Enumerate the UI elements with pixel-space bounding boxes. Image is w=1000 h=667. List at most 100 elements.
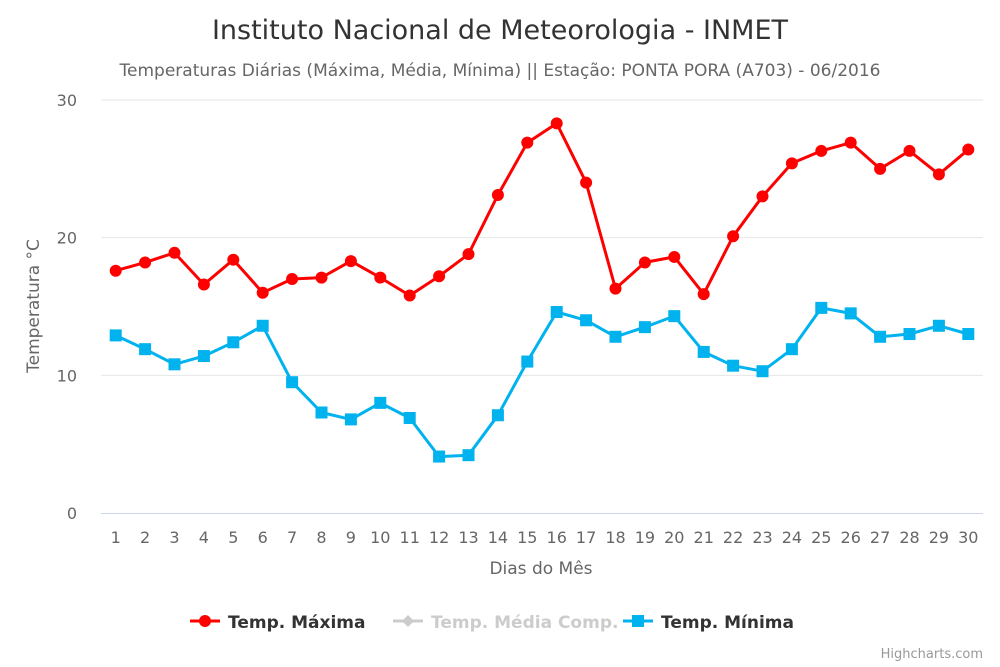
- x-tick-label: 1: [111, 528, 121, 547]
- data-point[interactable]: [874, 330, 887, 343]
- data-point[interactable]: [462, 449, 475, 462]
- data-point[interactable]: [962, 143, 975, 156]
- x-tick-label: 18: [605, 528, 625, 547]
- x-tick-label: 7: [287, 528, 297, 547]
- x-tick-label: 17: [576, 528, 596, 547]
- legend-label[interactable]: Temp. Máxima: [228, 613, 366, 633]
- x-tick-label: 24: [782, 528, 802, 547]
- data-point[interactable]: [168, 246, 181, 259]
- data-point[interactable]: [491, 409, 504, 422]
- data-point[interactable]: [638, 256, 651, 269]
- legend-label[interactable]: Temp. Mínima: [661, 613, 794, 633]
- x-tick-label: 19: [635, 528, 655, 547]
- series-line[interactable]: [114, 121, 970, 297]
- data-point[interactable]: [609, 330, 622, 343]
- data-point[interactable]: [580, 176, 593, 189]
- x-tick-label: 22: [723, 528, 743, 547]
- data-point[interactable]: [727, 359, 740, 372]
- data-point[interactable]: [580, 314, 593, 327]
- data-point[interactable]: [168, 358, 181, 371]
- data-point[interactable]: [109, 329, 122, 342]
- data-point[interactable]: [256, 319, 269, 332]
- data-point[interactable]: [433, 270, 446, 283]
- data-point[interactable]: [109, 264, 122, 277]
- data-point[interactable]: [697, 345, 710, 358]
- x-tick-label: 11: [400, 528, 420, 547]
- data-point[interactable]: [139, 256, 152, 269]
- data-point[interactable]: [932, 168, 945, 181]
- series-0[interactable]: [109, 117, 975, 302]
- data-point[interactable]: [521, 355, 534, 368]
- y-axis-ticks: 0 10 20 30: [57, 91, 77, 523]
- series-2[interactable]: [109, 301, 975, 463]
- x-tick-label: 26: [841, 528, 861, 547]
- x-tick-label: 5: [228, 528, 238, 547]
- data-point[interactable]: [344, 413, 357, 426]
- chart-subtitle: Temperaturas Diárias (Máxima, Média, Mín…: [119, 61, 881, 81]
- data-point[interactable]: [785, 157, 798, 170]
- data-point[interactable]: [609, 282, 622, 295]
- data-point[interactable]: [197, 350, 210, 363]
- data-point[interactable]: [197, 278, 210, 291]
- data-point[interactable]: [344, 255, 357, 268]
- data-point[interactable]: [256, 286, 269, 299]
- x-tick-label: 14: [488, 528, 508, 547]
- data-point[interactable]: [550, 117, 563, 130]
- x-tick-label: 6: [258, 528, 268, 547]
- data-point[interactable]: [433, 450, 446, 463]
- y-axis-title: Temperatura °C: [24, 239, 44, 374]
- x-tick-label: 8: [316, 528, 326, 547]
- data-point[interactable]: [756, 365, 769, 378]
- data-point[interactable]: [727, 230, 740, 243]
- data-point[interactable]: [315, 406, 328, 419]
- data-point[interactable]: [491, 188, 504, 201]
- legend-item[interactable]: Temp. Máxima: [190, 613, 366, 633]
- data-point[interactable]: [638, 321, 651, 334]
- data-point[interactable]: [844, 136, 857, 149]
- x-tick-label: 16: [547, 528, 567, 547]
- data-point[interactable]: [227, 336, 240, 349]
- data-point[interactable]: [521, 136, 534, 149]
- x-tick-label: 4: [199, 528, 209, 547]
- credits[interactable]: Highcharts.com: [881, 647, 983, 662]
- data-point[interactable]: [139, 343, 152, 356]
- data-point[interactable]: [844, 307, 857, 320]
- data-point[interactable]: [903, 328, 916, 341]
- data-point[interactable]: [903, 144, 916, 157]
- data-point[interactable]: [668, 310, 681, 323]
- legend-label[interactable]: Temp. Média Comp.: [431, 613, 618, 633]
- x-axis-title: Dias do Mês: [489, 559, 592, 579]
- legend-marker-diamond: [402, 615, 414, 627]
- legend-item[interactable]: Temp. Mínima: [623, 613, 794, 633]
- data-point[interactable]: [697, 288, 710, 301]
- data-point[interactable]: [815, 301, 828, 314]
- x-tick-label: 9: [346, 528, 356, 547]
- legend-item[interactable]: Temp. Média Comp.: [393, 613, 618, 633]
- x-tick-label: 30: [958, 528, 978, 547]
- data-point[interactable]: [815, 144, 828, 157]
- data-point[interactable]: [374, 396, 387, 409]
- legend-marker-circle: [199, 615, 211, 627]
- data-point[interactable]: [785, 343, 798, 356]
- data-point[interactable]: [374, 271, 387, 284]
- data-point[interactable]: [315, 271, 328, 284]
- x-tick-label: 12: [429, 528, 449, 547]
- legend: Temp. Máxima Temp. Média Comp. Temp. Mínim…: [190, 613, 794, 633]
- data-point[interactable]: [756, 190, 769, 203]
- data-point[interactable]: [668, 250, 681, 263]
- data-point[interactable]: [874, 162, 887, 175]
- data-point[interactable]: [286, 272, 299, 285]
- data-point[interactable]: [286, 376, 299, 389]
- data-point[interactable]: [550, 306, 563, 319]
- data-point[interactable]: [462, 248, 475, 261]
- data-point[interactable]: [962, 328, 975, 341]
- x-tick-label: 20: [664, 528, 684, 547]
- series-line[interactable]: [114, 306, 970, 459]
- x-axis-ticks: 1 2 3 4 5 6 7 8 9 10 11 12 13 14 15 16 17 18 19 20 21 22 23 24 2…: [111, 528, 979, 547]
- data-point[interactable]: [403, 412, 416, 425]
- data-point[interactable]: [932, 319, 945, 332]
- chart-title: Instituto Nacional de Meteorologia - INM…: [212, 15, 789, 46]
- data-point[interactable]: [227, 253, 240, 266]
- data-point[interactable]: [403, 289, 416, 302]
- legend-marker-square: [632, 615, 644, 627]
